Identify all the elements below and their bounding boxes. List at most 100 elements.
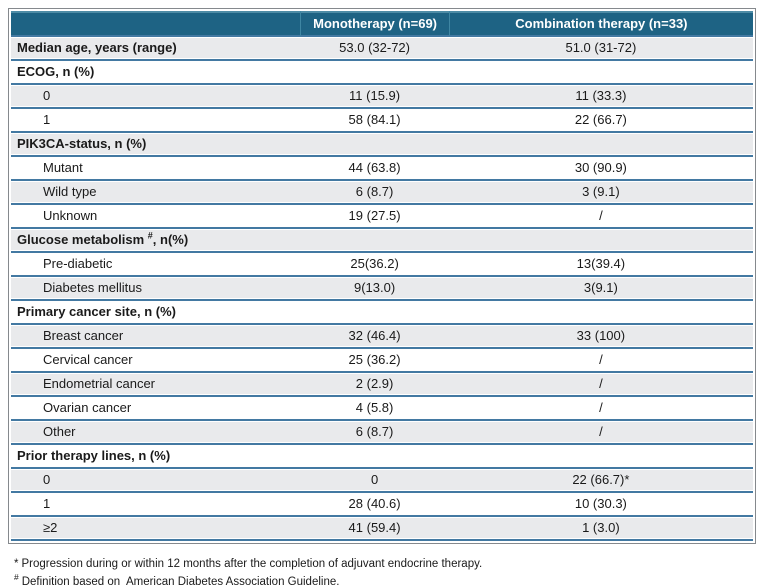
monotherapy-value: 41 (59.4) [300,517,449,541]
monotherapy-value: 28 (40.6) [300,493,449,517]
combination-therapy-value: 51.0 (31-72) [448,37,753,61]
row-label-cell: Other [11,421,301,445]
combination-therapy-value: 10 (30.3) [448,493,753,517]
table-row: Breast cancer 32 (46.4) 33 (100) [11,325,753,349]
table-section-row: ECOG, n (%) [11,61,753,85]
combination-therapy-value: 13(39.4) [448,253,753,277]
section-label-cell: Glucose metabolism #, n(%) [11,229,753,253]
section-label-cell: Primary cancer site, n (%) [11,301,753,325]
table-row: Pre-diabetic 25(36.2) 13(39.4) [11,253,753,277]
row-label-cell: Pre-diabetic [11,253,301,277]
section-label-text: ECOG, n (%) [17,64,95,79]
section-label-cell: Prior therapy lines, n (%) [11,445,753,469]
monotherapy-value: 25 (36.2) [300,349,449,373]
row-label-text: 1 [43,496,51,511]
monotherapy-value: 6 (8.7) [300,421,449,445]
row-label-cell: Wild type [11,181,301,205]
header-empty-cell [11,11,301,37]
footnote-text: Progression during or within 12 months a… [21,558,483,570]
row-label-cell: 0 [11,85,301,109]
table-row: Endometrial cancer 2 (2.9) / [11,373,753,397]
row-label-text: ≥2 [43,520,58,535]
row-label-cell: Median age, years (range) [11,37,301,61]
row-label-cell: 0 [11,469,301,493]
combination-therapy-value: 22 (66.7)* [448,469,753,493]
row-label-text: 0 [43,472,51,487]
row-label-text: Ovarian cancer [43,400,132,415]
patient-characteristics-table: Monotherapy (n=69) Combination therapy (… [11,11,753,541]
row-label-cell: Diabetes mellitus [11,277,301,301]
footnote-definition: # Definition based on American Diabetes A… [14,572,750,585]
section-label-cell: ECOG, n (%) [11,61,753,85]
row-label-text: Breast cancer [43,328,124,343]
row-label-cell: Mutant [11,157,301,181]
combination-therapy-value: / [448,421,753,445]
footnote-text: Definition based on American Diabetes As… [21,576,340,585]
table-row: 1 28 (40.6) 10 (30.3) [11,493,753,517]
footnote-progression: * Progression during or within 12 months … [14,556,750,572]
section-label-text: Glucose metabolism [17,232,145,247]
combination-therapy-value: 22 (66.7) [448,109,753,133]
table-row: 1 58 (84.1) 22 (66.7) [11,109,753,133]
footnotes: * Progression during or within 12 months … [8,544,756,585]
row-label-cell: Cervical cancer [11,349,301,373]
monotherapy-value: 19 (27.5) [300,205,449,229]
header-combination-therapy: Combination therapy (n=33) [448,11,753,37]
section-label-text: PIK3CA-status, n (%) [17,136,147,151]
table-row: Other 6 (8.7) / [11,421,753,445]
combination-therapy-value: / [448,205,753,229]
monotherapy-value: 4 (5.8) [300,397,449,421]
row-label-text: Pre-diabetic [43,256,113,271]
hash-marker: # [14,572,19,583]
monotherapy-value: 44 (63.8) [300,157,449,181]
table-row: Wild type 6 (8.7) 3 (9.1) [11,181,753,205]
row-label-text: 0 [43,88,51,103]
monotherapy-value: 0 [300,469,449,493]
table-section-row: Prior therapy lines, n (%) [11,445,753,469]
table-header-row: Monotherapy (n=69) Combination therapy (… [11,11,753,37]
row-label-text: Wild type [43,184,97,199]
section-label-superscript: # [147,230,153,241]
table-row: 0 11 (15.9) 11 (33.3) [11,85,753,109]
monotherapy-value: 58 (84.1) [300,109,449,133]
section-label-text: Primary cancer site, n (%) [17,304,176,319]
section-label-cell: PIK3CA-status, n (%) [11,133,753,157]
asterisk-marker: * [14,558,19,570]
table-row: Mutant 44 (63.8) 30 (90.9) [11,157,753,181]
table-section-row: Primary cancer site, n (%) [11,301,753,325]
row-label-text: Median age, years (range) [17,40,177,55]
table-row: Ovarian cancer 4 (5.8) / [11,397,753,421]
combination-therapy-value: / [448,397,753,421]
row-label-text: Mutant [43,160,83,175]
monotherapy-value: 32 (46.4) [300,325,449,349]
header-monotherapy: Monotherapy (n=69) [300,11,449,37]
row-label-cell: Endometrial cancer [11,373,301,397]
table-row: Unknown 19 (27.5) / [11,205,753,229]
monotherapy-value: 53.0 (32-72) [300,37,449,61]
combination-therapy-value: 33 (100) [448,325,753,349]
combination-therapy-value: 3(9.1) [448,277,753,301]
combination-therapy-value: 11 (33.3) [448,85,753,109]
monotherapy-value: 25(36.2) [300,253,449,277]
row-label-text: Unknown [43,208,98,223]
table-row: 0 0 22 (66.7)* [11,469,753,493]
monotherapy-value: 11 (15.9) [300,85,449,109]
row-label-text: 1 [43,112,51,127]
table-row: Median age, years (range) 53.0 (32-72) 51.… [11,37,753,61]
row-label-cell: Breast cancer [11,325,301,349]
monotherapy-value: 6 (8.7) [300,181,449,205]
combination-therapy-value: / [448,373,753,397]
row-label-text: Endometrial cancer [43,376,155,391]
table-row: Cervical cancer 25 (36.2) / [11,349,753,373]
row-label-cell: 1 [11,109,301,133]
row-label-text: Cervical cancer [43,352,133,367]
combination-therapy-value: / [448,349,753,373]
combination-therapy-value: 30 (90.9) [448,157,753,181]
section-label-rest: , n(%) [152,232,189,247]
row-label-cell: ≥2 [11,517,301,541]
row-label-cell: 1 [11,493,301,517]
monotherapy-value: 9(13.0) [300,277,449,301]
table-section-row: Glucose metabolism #, n(%) [11,229,753,253]
monotherapy-value: 2 (2.9) [300,373,449,397]
